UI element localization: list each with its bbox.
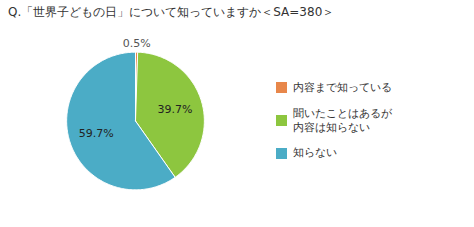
svg-text:39.7%: 39.7%: [158, 103, 193, 116]
html-text:聞いたことはあるが 内容は知らない: 聞いたことはあるが 内容は知らない: [293, 106, 392, 134]
html-text:Q.「世界子どもの日」について知っていますか＜SA=380＞: Q.「世界子どもの日」について知っていますか＜SA=380＞: [8, 5, 335, 19]
html-text:内容まで知っている: 内容まで知っている: [293, 81, 392, 94]
svg-text:0.5%: 0.5%: [123, 37, 151, 50]
html-text:知らない: 知らない: [293, 146, 337, 160]
svg-text:59.7%: 59.7%: [79, 127, 114, 140]
